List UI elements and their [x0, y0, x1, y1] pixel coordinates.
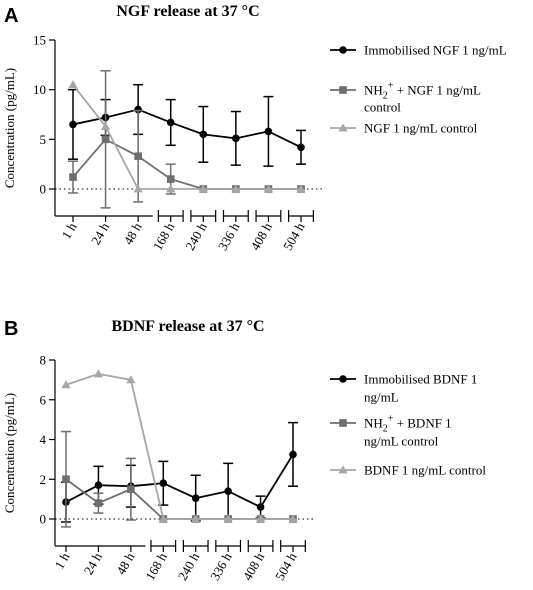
x-tick-label: 240 h [175, 550, 203, 583]
data-point [94, 481, 103, 490]
data-point [133, 184, 143, 193]
series-1 [61, 421, 298, 523]
data-point [223, 514, 233, 523]
legend-label: ng/mL control [364, 434, 439, 449]
legend-label: NGF 1 ng/mL control [364, 121, 478, 136]
x-tick-label: 408 h [240, 550, 268, 583]
data-point [94, 499, 103, 507]
y-axis-label: Concentration (pg/mL) [2, 393, 17, 513]
y-tick-label: 4 [40, 432, 47, 447]
series-line [72, 84, 301, 190]
series-line [72, 138, 301, 190]
panel-b: B BDNF release at 37 °C 0 2 4 6 8 Concentration… [2, 318, 486, 583]
x-tick-label: 336 h [207, 550, 235, 583]
x-tick-label: 48 h [113, 550, 138, 578]
data-point [191, 494, 200, 502]
data-point [296, 184, 306, 193]
data-point [101, 135, 110, 144]
x-tick-label: 240 h [182, 220, 210, 253]
data-point [93, 369, 104, 378]
legend-marker [339, 419, 347, 427]
panel-a: A NGF release at 37 °C 0 5 10 15 Concentration… [2, 3, 507, 253]
y-tick-label: 6 [40, 392, 47, 407]
panel-title: NGF release at 37 °C [116, 3, 259, 20]
data-point [198, 184, 208, 193]
legend-marker [339, 375, 347, 383]
data-point [69, 173, 77, 181]
panel-letter: A [4, 5, 18, 27]
y-tick-label: 2 [40, 472, 47, 487]
data-point [159, 479, 168, 488]
series-line [65, 453, 294, 509]
x-tick-label: 336 h [215, 220, 243, 253]
x-tick-label: 1 h [51, 550, 72, 572]
data-point [158, 514, 168, 523]
data-point [191, 514, 201, 523]
data-point [68, 80, 78, 89]
series-3 [61, 369, 298, 523]
legend-label: NH2+ + BDNF 1 [364, 414, 452, 435]
y-tick-label: 15 [33, 33, 46, 48]
data-point [127, 485, 135, 493]
data-point [100, 121, 111, 130]
legend-marker [339, 86, 347, 94]
series-2 [61, 430, 297, 528]
data-point [126, 375, 136, 384]
series-3 [68, 80, 306, 193]
legend-marker [339, 46, 347, 54]
series-line [65, 372, 293, 520]
data-point [231, 184, 241, 193]
y-tick-label: 8 [40, 353, 47, 368]
data-point [166, 118, 175, 127]
x-tick-label: 408 h [247, 220, 275, 253]
data-point [255, 514, 266, 523]
data-point [62, 475, 70, 484]
panel-letter: B [4, 318, 18, 340]
x-tick-label: 24 h [81, 550, 106, 578]
legend-marker [338, 123, 348, 132]
x-tick-label: 504 h [280, 220, 308, 253]
x-tick-label: 168 h [142, 550, 170, 583]
data-point [297, 143, 305, 152]
data-point [232, 134, 240, 143]
data-point [288, 514, 298, 523]
x-tick-label: 1 h [58, 220, 79, 242]
data-point [166, 175, 175, 183]
legend-label: NH2+ + NGF 1 ng/mL [364, 81, 481, 102]
data-point [61, 380, 71, 389]
y-tick-label: 5 [40, 132, 47, 147]
x-tick-label: 504 h [272, 550, 300, 583]
legend-label: ng/mL [364, 390, 399, 405]
x-tick-label: 168 h [150, 220, 178, 253]
legend-label: BDNF 1 ng/mL control [364, 463, 486, 478]
legend-marker [338, 465, 348, 474]
legend-label: control [364, 100, 401, 115]
series-line [72, 108, 302, 149]
data-point [166, 184, 176, 193]
data-point [224, 487, 232, 495]
data-point [134, 152, 142, 161]
y-axis-label: Concentration (pg/mL) [2, 68, 17, 188]
data-point [289, 450, 297, 459]
y-tick-label: 0 [40, 182, 47, 197]
panel-title: BDNF release at 37 °C [111, 318, 264, 335]
data-point [264, 127, 273, 136]
y-tick-label: 10 [33, 82, 46, 97]
data-point [199, 130, 208, 139]
y-tick-label: 0 [40, 512, 47, 527]
x-tick-label: 48 h [120, 220, 145, 248]
legend-label: Immobilised BDNF 1 [364, 372, 477, 387]
data-point [263, 184, 274, 193]
data-point [256, 503, 265, 511]
data-point [69, 120, 77, 129]
legend-label: Immobilised NGF 1 ng/mL [364, 43, 507, 58]
x-tick-label: 24 h [88, 220, 113, 248]
data-point [134, 105, 142, 114]
